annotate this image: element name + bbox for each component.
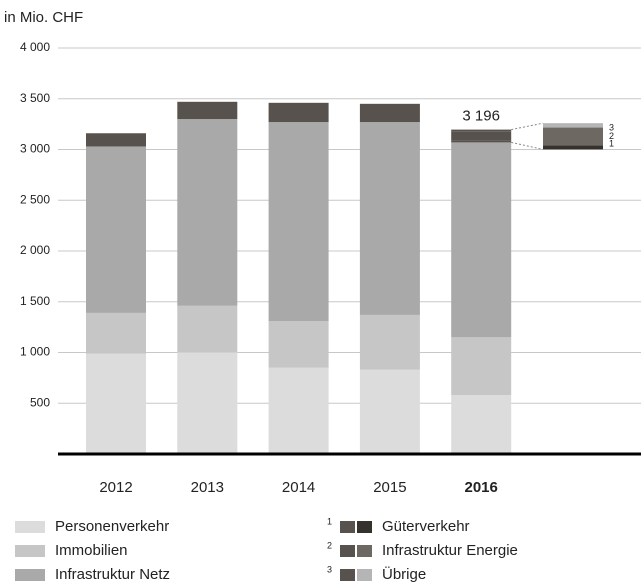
bar-segment	[177, 305, 238, 353]
x-tick-label: 2013	[191, 479, 224, 496]
bar-segment	[268, 122, 329, 322]
inset-segment	[543, 123, 603, 128]
x-tick-label: 2014	[282, 479, 315, 496]
y-tick-label: 2 000	[20, 243, 50, 257]
bar-segment	[451, 140, 512, 143]
legend-footnote: 3	[327, 564, 332, 574]
inset-guide	[511, 141, 544, 150]
bar-segment	[268, 367, 329, 454]
x-tick-label: 2015	[373, 479, 406, 496]
y-tick-label: 1 000	[20, 345, 50, 359]
bar-segment	[359, 103, 420, 123]
inset-footnote: 2	[609, 131, 614, 141]
bar-segment	[451, 131, 512, 141]
y-tick-label: 4 000	[20, 40, 50, 54]
legend-swatch	[15, 521, 45, 533]
inset-footnote: 1	[609, 139, 614, 149]
bar-segment	[451, 337, 512, 396]
bar-segment	[359, 314, 420, 370]
chart-title: in Mio. CHF	[4, 9, 83, 26]
legend-label: Personenverkehr	[55, 518, 169, 535]
legend-swatch	[340, 569, 355, 581]
legend-swatch	[15, 569, 45, 581]
bar-segment	[451, 142, 512, 338]
legend-footnote: 2	[327, 540, 332, 550]
bar-segment	[177, 119, 238, 306]
legend-swatch	[340, 521, 355, 533]
legend-label: Güterverkehr	[382, 518, 470, 535]
legend-swatch	[357, 521, 372, 533]
x-tick-label: 2012	[99, 479, 132, 496]
legend-swatch	[15, 545, 45, 557]
bar-segment	[359, 122, 420, 315]
bar-segment	[451, 129, 512, 132]
inset-footnote: 3	[609, 123, 614, 133]
bar-segment	[86, 312, 146, 354]
legend-swatch	[357, 545, 372, 557]
inset-segment	[543, 127, 603, 146]
legend-swatch	[340, 545, 355, 557]
bar-segment	[177, 352, 238, 454]
legend-swatch	[357, 569, 372, 581]
y-tick-label: 3 500	[20, 91, 50, 105]
legend-footnote: 1	[327, 516, 332, 526]
bar-segment	[86, 133, 146, 147]
y-tick-label: 1 500	[20, 294, 50, 308]
y-tick-label: 2 500	[20, 192, 50, 206]
bar-segment	[86, 353, 146, 454]
legend-label: Immobilien	[55, 542, 128, 559]
total-label: 3 196	[462, 108, 500, 125]
x-tick-label: 2016	[465, 479, 498, 496]
y-tick-label: 500	[30, 395, 50, 409]
y-tick-label: 3 000	[20, 142, 50, 156]
legend-label: Übrige	[382, 565, 426, 583]
inset-segment	[543, 145, 603, 150]
bar-segment	[177, 101, 238, 120]
bar-segment	[268, 102, 329, 123]
legend-label: Infrastruktur Netz	[55, 566, 170, 583]
bar-segment	[86, 146, 146, 313]
bar-segment	[359, 369, 420, 454]
bar-segment	[451, 395, 512, 454]
legend-label: Infrastruktur Energie	[382, 542, 518, 559]
inset-guide	[511, 122, 544, 131]
bar-segment	[268, 321, 329, 368]
